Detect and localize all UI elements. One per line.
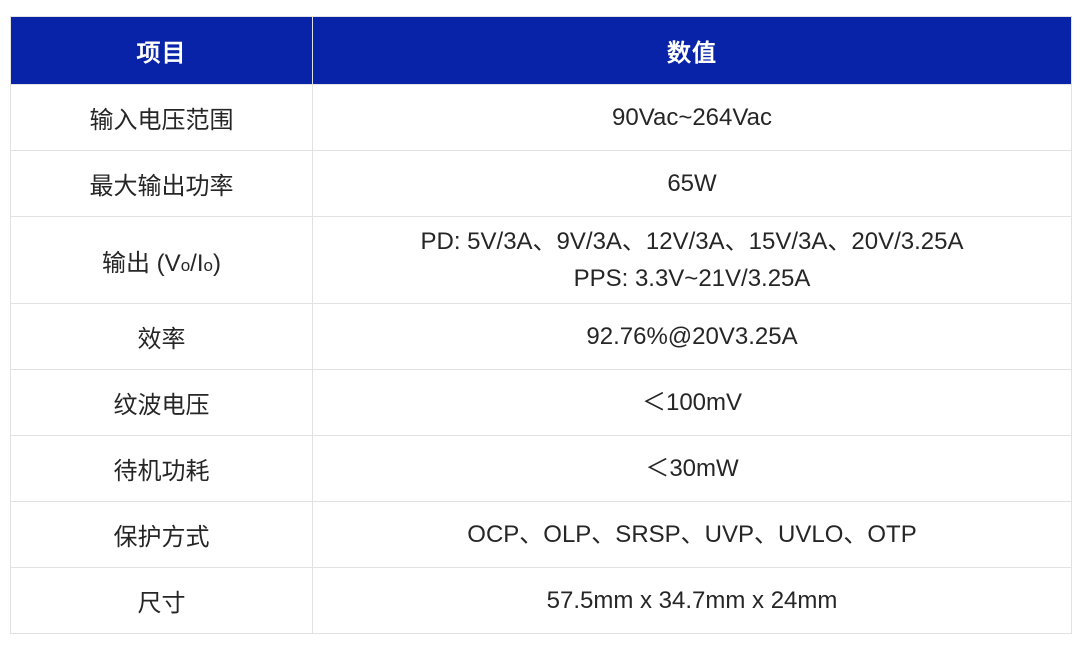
value-line: PD: 5V/3A、9V/3A、12V/3A、15V/3A、20V/3.25A <box>420 228 964 255</box>
table-row: 输出 (Vo/Io) PD: 5V/3A、9V/3A、12V/3A、15V/3A、… <box>10 216 1072 304</box>
value-cell: PD: 5V/3A、9V/3A、12V/3A、15V/3A、20V/3.25A P… <box>312 216 1072 304</box>
value-line: PPS: 3.3V~21V/3.25A <box>573 265 811 292</box>
item-label-part: ) <box>212 249 221 277</box>
header-cell-item: 项目 <box>10 16 313 85</box>
table-row: 纹波电压 ＜100mV <box>10 369 1072 436</box>
value-line: ＜30mW <box>645 455 739 482</box>
value-line: OCP、OLP、SRSP、UVP、UVLO、OTP <box>467 521 917 548</box>
value-line: 57.5mm x 34.7mm x 24mm <box>546 587 838 614</box>
table-row: 最大输出功率 65W <box>10 150 1072 217</box>
value-line: ＜100mV <box>641 389 743 416</box>
table-row: 保护方式 OCP、OLP、SRSP、UVP、UVLO、OTP <box>10 501 1072 568</box>
table-row: 尺寸 57.5mm x 34.7mm x 24mm <box>10 567 1072 634</box>
item-cell: 纹波电压 <box>10 369 313 436</box>
value-cell: OCP、OLP、SRSP、UVP、UVLO、OTP <box>312 501 1072 568</box>
header-row: 项目 数值 <box>10 16 1072 85</box>
header-cell-value: 数值 <box>312 16 1072 85</box>
value-cell: 65W <box>312 150 1072 217</box>
table-row: 待机功耗 ＜30mW <box>10 435 1072 502</box>
item-label-part: 输出 (V <box>102 249 181 277</box>
value-cell: 57.5mm x 34.7mm x 24mm <box>312 567 1072 634</box>
value-line: 90Vac~264Vac <box>612 104 772 131</box>
item-label-part: /I <box>190 249 204 277</box>
value-cell: ＜100mV <box>312 369 1072 436</box>
spec-table-body: 输入电压范围 90Vac~264Vac 最大输出功率 65W 输出 (Vo/Io) PD:… <box>10 84 1072 634</box>
item-label-subscript: o <box>203 255 213 275</box>
table-row: 输入电压范围 90Vac~264Vac <box>10 84 1072 151</box>
value-cell: 92.76%@20V3.25A <box>312 303 1072 370</box>
value-cell: ＜30mW <box>312 435 1072 502</box>
item-cell: 最大输出功率 <box>10 150 313 217</box>
item-label-subscript: o <box>180 255 191 275</box>
page: 项目 数值 输入电压范围 90Vac~264Vac 最大输出功率 65W 输出 (Vo/… <box>10 16 1072 634</box>
item-cell: 待机功耗 <box>10 435 313 502</box>
value-line: 65W <box>667 170 717 197</box>
value-line: 92.76%@20V3.25A <box>586 323 798 350</box>
item-cell: 尺寸 <box>10 567 313 634</box>
table-row: 效率 92.76%@20V3.25A <box>10 303 1072 370</box>
item-cell: 保护方式 <box>10 501 313 568</box>
spec-table: 项目 数值 输入电压范围 90Vac~264Vac 最大输出功率 65W 输出 (Vo/… <box>10 16 1072 634</box>
item-cell: 效率 <box>10 303 313 370</box>
item-cell: 输入电压范围 <box>10 84 313 151</box>
item-cell: 输出 (Vo/Io) <box>10 216 313 304</box>
value-cell: 90Vac~264Vac <box>312 84 1072 151</box>
